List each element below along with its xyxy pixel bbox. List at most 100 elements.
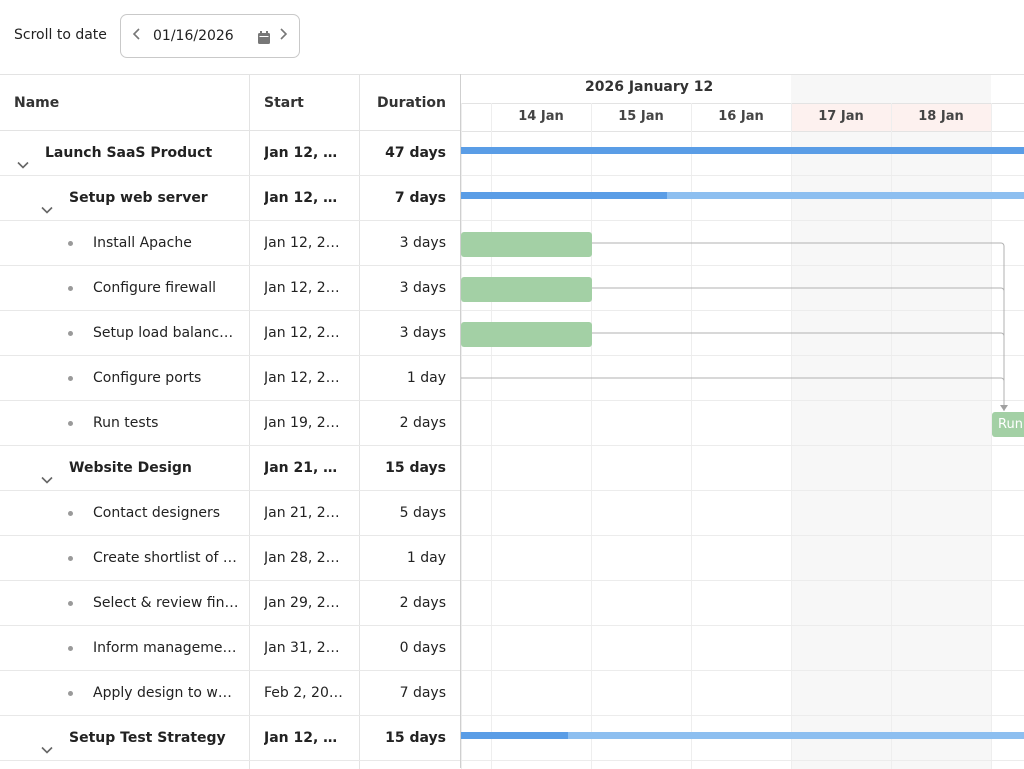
day-label: 15 Jan xyxy=(618,109,664,124)
task-bar-configure-firewall[interactable] xyxy=(461,277,592,302)
table-row[interactable]: Contact designers Jan 21, 20… 5 days xyxy=(0,491,460,536)
chart-row-line xyxy=(461,175,1024,176)
summary-progress[interactable] xyxy=(461,192,667,199)
table-row[interactable]: Run tests Jan 19, 20… 2 days xyxy=(0,401,460,446)
dependency-link xyxy=(592,332,1005,411)
week-title: 2026 January 12 xyxy=(585,79,714,95)
arrow-head xyxy=(1000,405,1008,411)
task-name-cell[interactable]: Setup load balanc… xyxy=(0,311,240,355)
column-header-start[interactable]: Start xyxy=(264,95,304,111)
task-name-cell[interactable]: Setup Test Strategy xyxy=(0,716,240,760)
calendar-icon[interactable] xyxy=(258,29,270,44)
task-bar-run-tests[interactable]: Run tests xyxy=(992,412,1024,437)
table-row[interactable]: Apply design to we… Feb 2, 2026 7 days xyxy=(0,671,460,716)
table-row[interactable]: Configure ports Jan 12, 20… 1 day xyxy=(0,356,460,401)
day-gridline xyxy=(591,103,592,769)
chevron-down-icon[interactable] xyxy=(40,731,54,754)
task-start[interactable]: Jan 31, 20… xyxy=(264,640,344,656)
date-picker[interactable] xyxy=(120,14,300,58)
column-header-duration[interactable]: Duration xyxy=(376,95,446,111)
task-start[interactable]: Jan 12, 20… xyxy=(264,190,344,206)
task-duration[interactable]: 15 days xyxy=(385,460,446,476)
chart-row-line xyxy=(461,355,1024,356)
task-start[interactable]: Jan 12, 20… xyxy=(264,370,344,386)
chevron-down-icon[interactable] xyxy=(40,461,54,484)
grid-header: Name Start Duration xyxy=(0,75,460,131)
task-start[interactable]: Jan 21, 20… xyxy=(264,505,344,521)
chevron-down-icon[interactable] xyxy=(40,191,54,214)
task-start[interactable]: Jan 12, 20… xyxy=(264,280,344,296)
task-name-cell[interactable]: Select & review fin… xyxy=(0,581,240,625)
task-start[interactable]: Jan 21, 20… xyxy=(264,460,344,476)
table-row[interactable]: Inform manageme… Jan 31, 20… 0 days xyxy=(0,626,460,671)
summary-bar-setup-web-server[interactable] xyxy=(461,192,1024,199)
table-row[interactable]: Website Design Jan 21, 20… 15 days xyxy=(0,446,460,491)
task-name-cell[interactable]: Launch SaaS Product xyxy=(0,131,240,175)
task-duration[interactable]: 47 days xyxy=(385,145,446,161)
table-row[interactable]: Setup Test Strategy Jan 12, 20… 15 days xyxy=(0,716,460,761)
task-name-cell[interactable]: Apply design to we… xyxy=(0,671,240,715)
chart-row-line xyxy=(461,220,1024,221)
task-start[interactable]: Jan 29, 20… xyxy=(264,595,344,611)
splitter[interactable] xyxy=(460,74,461,768)
task-duration[interactable]: 7 days xyxy=(399,685,446,701)
task-duration[interactable]: 5 days xyxy=(399,505,446,521)
task-name-cell[interactable]: Create shortlist of t… xyxy=(0,536,240,580)
table-row[interactable]: Select & review fin… Jan 29, 20… 2 days xyxy=(0,581,460,626)
task-start[interactable]: Jan 19, 20… xyxy=(264,415,344,431)
table-row[interactable]: Create shortlist of t… Jan 28, 20… 1 day xyxy=(0,536,460,581)
day-gridline xyxy=(891,103,892,769)
task-name-cell[interactable]: Install Apache xyxy=(0,221,240,265)
summary-progress[interactable] xyxy=(461,732,568,739)
task-duration[interactable]: 2 days xyxy=(399,595,446,611)
task-name-cell[interactable]: Website Design xyxy=(0,446,240,490)
task-duration[interactable]: 0 days xyxy=(399,640,446,656)
chevron-left-icon[interactable] xyxy=(129,27,145,45)
task-duration[interactable]: 2 days xyxy=(399,415,446,431)
dependency-link xyxy=(461,377,1005,411)
task-duration[interactable]: 3 days xyxy=(399,325,446,341)
task-duration[interactable]: 3 days xyxy=(399,235,446,251)
column-separator[interactable] xyxy=(249,75,250,769)
column-header-name[interactable]: Name xyxy=(14,95,60,111)
task-name-cell[interactable]: Inform manageme… xyxy=(0,626,240,670)
task-duration[interactable]: 3 days xyxy=(399,280,446,296)
task-name-cell[interactable]: Configure firewall xyxy=(0,266,240,310)
chart-row-line xyxy=(461,265,1024,266)
task-name-cell[interactable]: Run tests xyxy=(0,401,240,445)
task-name-cell[interactable]: Setup web server xyxy=(0,176,240,220)
table-row[interactable]: Launch SaaS Product Jan 12, 20… 47 days xyxy=(0,131,460,176)
task-start[interactable]: Jan 28, 20… xyxy=(264,550,344,566)
table-row[interactable]: Setup web server Jan 12, 20… 7 days xyxy=(0,176,460,221)
task-start[interactable]: Jan 12, 20… xyxy=(264,730,344,746)
task-grid: Name Start Duration Launch SaaS Product J… xyxy=(0,74,460,769)
task-duration[interactable]: 7 days xyxy=(394,190,446,206)
summary-bar-setup-test-strategy[interactable] xyxy=(461,732,1024,739)
task-bar-install-apache[interactable] xyxy=(461,232,592,257)
task-name: Website Design xyxy=(69,460,192,476)
task-start[interactable]: Feb 2, 2026 xyxy=(264,685,344,701)
task-bar-setup-load-balancer[interactable] xyxy=(461,322,592,347)
date-input[interactable] xyxy=(153,25,253,47)
task-duration[interactable]: 1 day xyxy=(406,370,446,386)
task-duration[interactable]: 1 day xyxy=(406,550,446,566)
table-row[interactable]: Setup load balanc… Jan 12, 20… 3 days xyxy=(0,311,460,356)
column-separator[interactable] xyxy=(359,75,360,769)
table-row[interactable]: Install Apache Jan 12, 20… 3 days xyxy=(0,221,460,266)
task-duration[interactable]: 15 days xyxy=(385,730,446,746)
task-name: Setup load balanc… xyxy=(93,325,234,341)
task-start[interactable]: Jan 12, 20… xyxy=(264,145,344,161)
chevron-right-icon[interactable] xyxy=(275,27,291,45)
bullet-icon xyxy=(68,511,73,516)
day-label: 17 Jan xyxy=(818,109,864,124)
summary-progress[interactable] xyxy=(461,147,1024,154)
task-name-cell[interactable]: Configure ports xyxy=(0,356,240,400)
chart-row-line xyxy=(461,625,1024,626)
gantt-chart: 2026 January 12 14 Jan 15 Jan 16 Jan 17 Jan… xyxy=(461,74,1024,769)
table-row[interactable]: Configure firewall Jan 12, 20… 3 days xyxy=(0,266,460,311)
task-start[interactable]: Jan 12, 20… xyxy=(264,235,344,251)
task-name-cell[interactable]: Contact designers xyxy=(0,491,240,535)
chevron-down-icon[interactable] xyxy=(16,146,30,169)
task-start[interactable]: Jan 12, 20… xyxy=(264,325,344,341)
chart-row-line xyxy=(461,760,1024,761)
